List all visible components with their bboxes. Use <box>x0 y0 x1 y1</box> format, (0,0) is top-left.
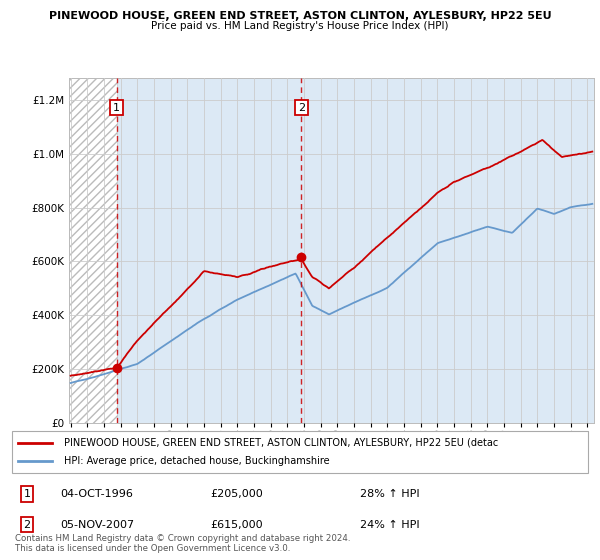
Text: PINEWOOD HOUSE, GREEN END STREET, ASTON CLINTON, AYLESBURY, HP22 5EU: PINEWOOD HOUSE, GREEN END STREET, ASTON … <box>49 11 551 21</box>
Text: 04-OCT-1996: 04-OCT-1996 <box>60 489 133 499</box>
Text: PINEWOOD HOUSE, GREEN END STREET, ASTON CLINTON, AYLESBURY, HP22 5EU (detac: PINEWOOD HOUSE, GREEN END STREET, ASTON … <box>64 438 498 448</box>
Text: 1: 1 <box>113 102 120 113</box>
Bar <box>116 78 594 423</box>
Text: Price paid vs. HM Land Registry's House Price Index (HPI): Price paid vs. HM Land Registry's House … <box>151 21 449 31</box>
Text: £205,000: £205,000 <box>210 489 263 499</box>
Text: 05-NOV-2007: 05-NOV-2007 <box>60 520 134 530</box>
Text: £615,000: £615,000 <box>210 520 263 530</box>
Text: Contains HM Land Registry data © Crown copyright and database right 2024.
This d: Contains HM Land Registry data © Crown c… <box>15 534 350 553</box>
Text: HPI: Average price, detached house, Buckinghamshire: HPI: Average price, detached house, Buck… <box>64 456 329 466</box>
Text: 28% ↑ HPI: 28% ↑ HPI <box>360 489 419 499</box>
FancyBboxPatch shape <box>12 431 588 473</box>
Text: 1: 1 <box>23 489 31 499</box>
Text: 2: 2 <box>23 520 31 530</box>
Text: 24% ↑ HPI: 24% ↑ HPI <box>360 520 419 530</box>
Text: 2: 2 <box>298 102 305 113</box>
